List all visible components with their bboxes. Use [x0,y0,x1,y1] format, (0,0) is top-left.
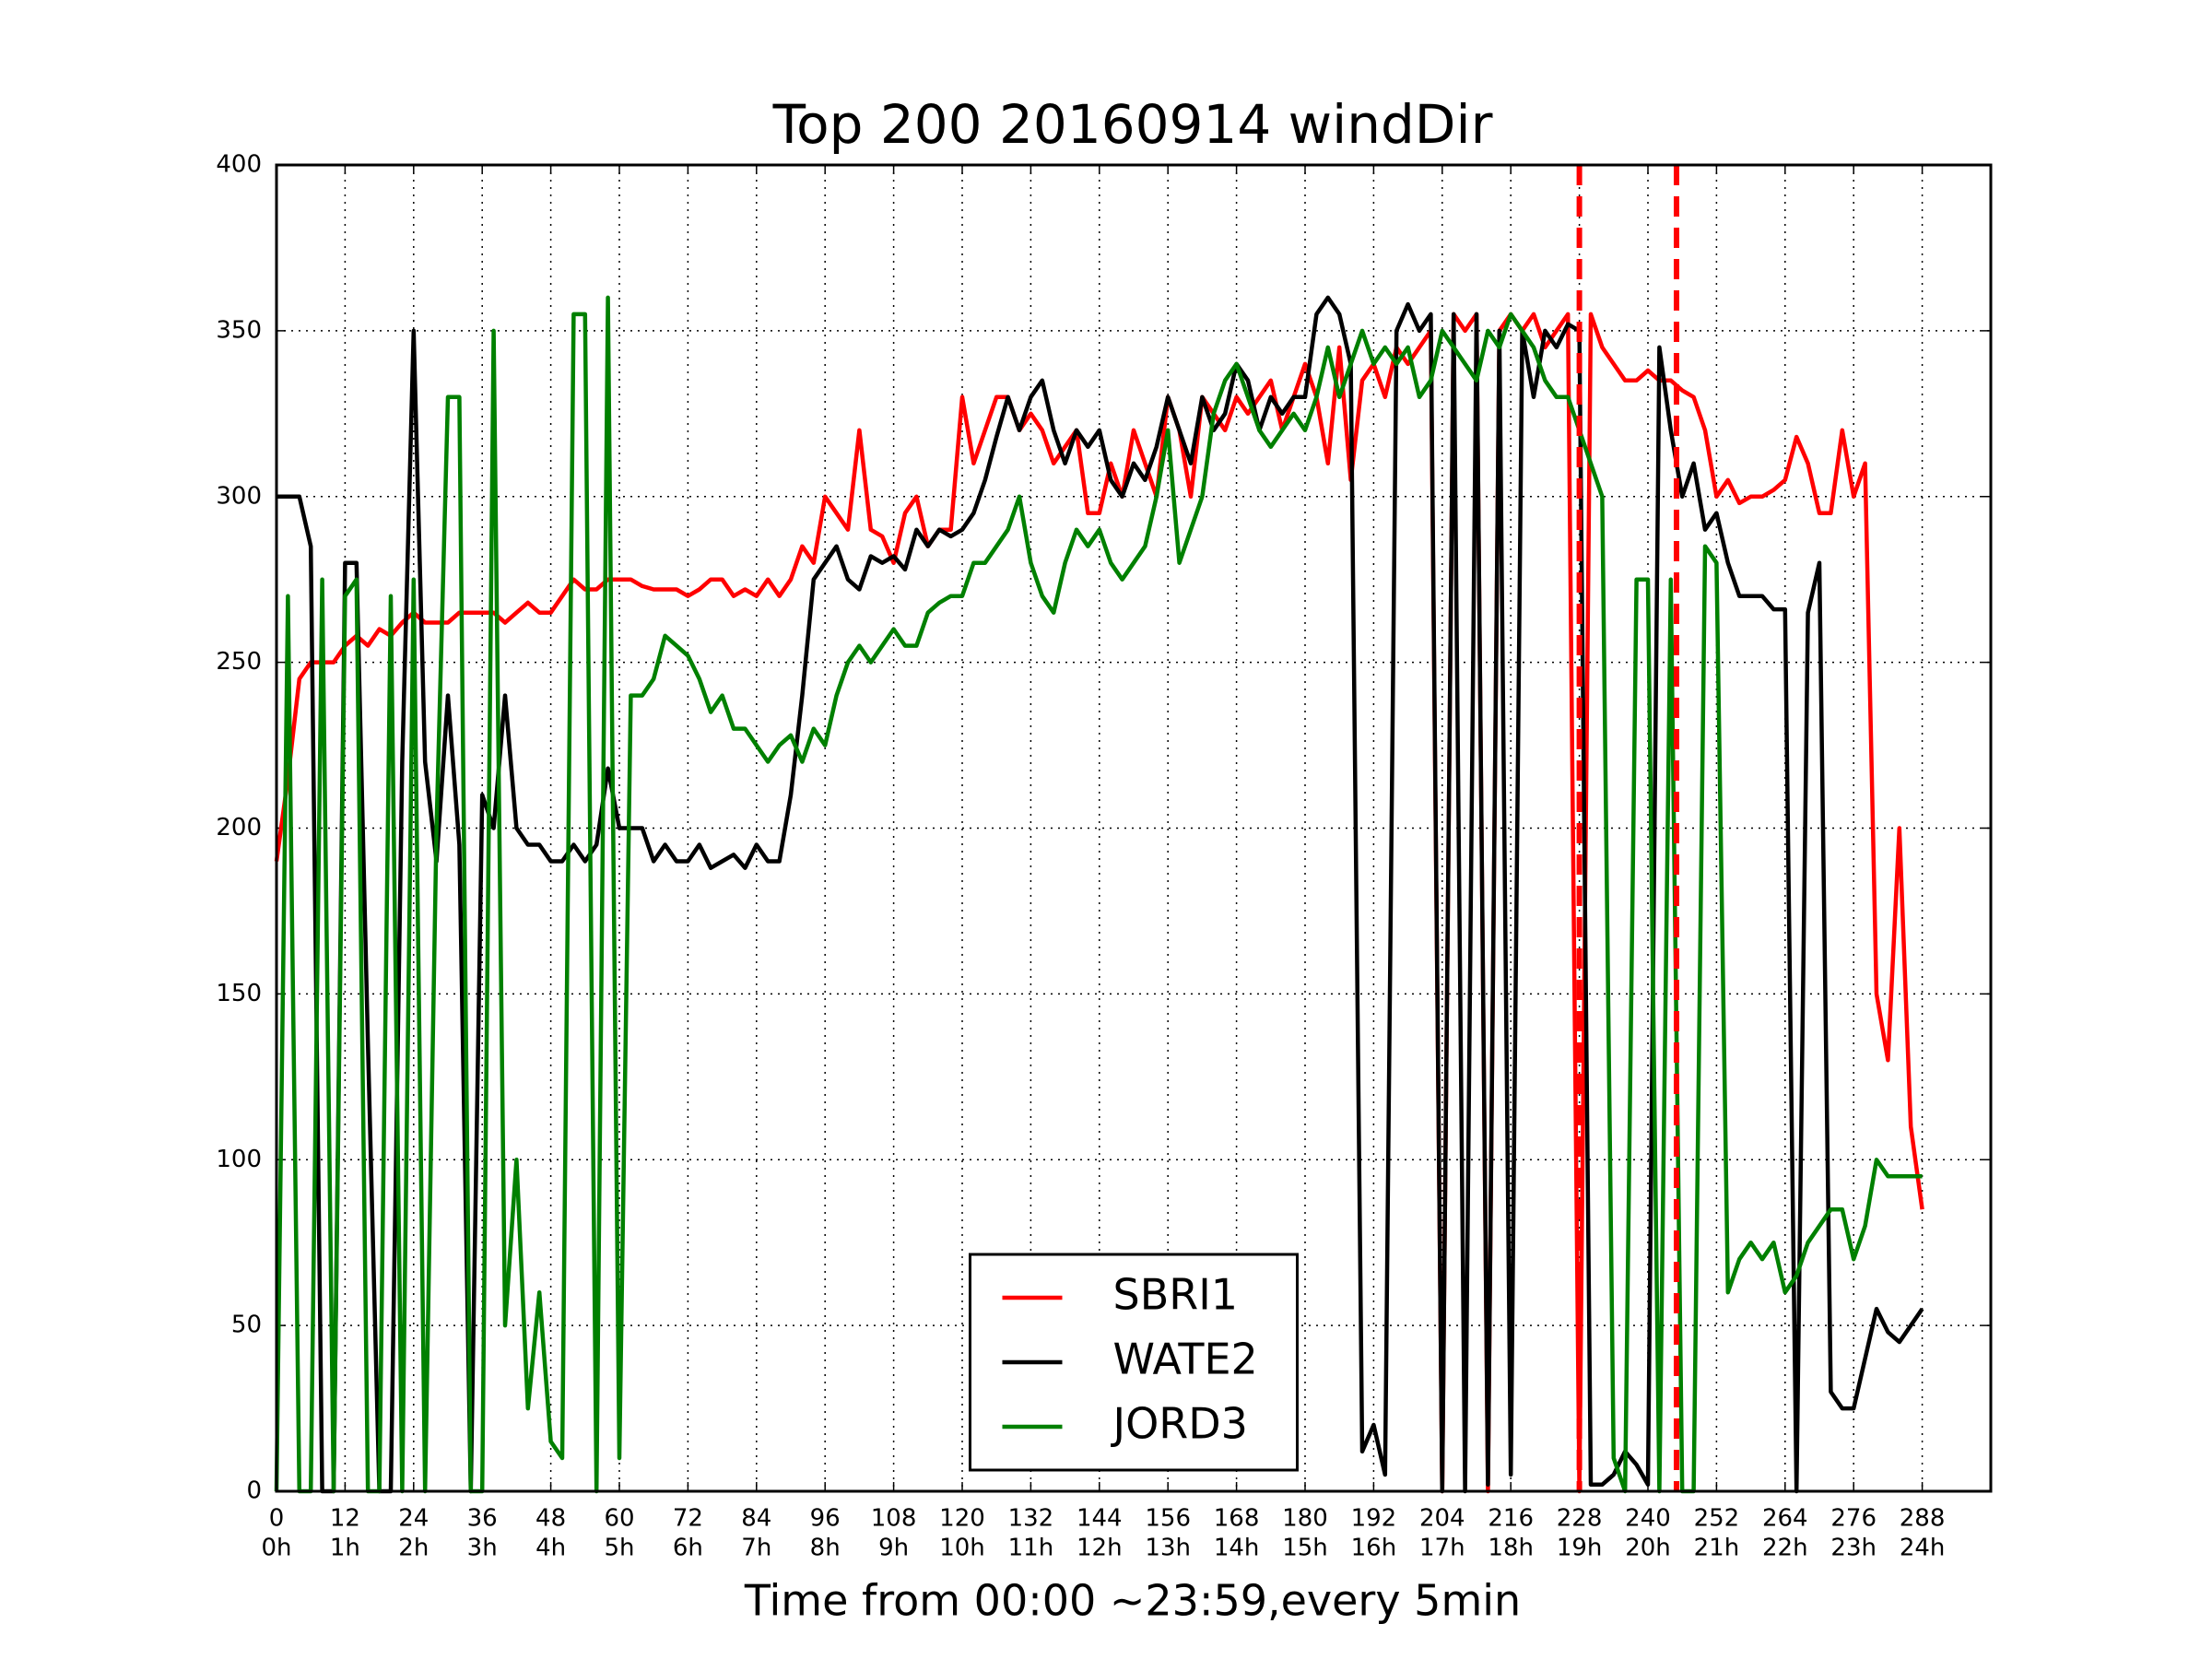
x-tick-label: 60 [604,1505,634,1533]
x-axis-label: Time from 00:00 ~23:59,every 5min [744,1576,1521,1626]
x-tick-hour-label: 15h [1282,1535,1328,1562]
x-tick-hour-label: 21h [1694,1535,1740,1562]
series-line [276,295,1924,1494]
x-tick-hour-label: 3h [467,1535,498,1562]
chart-title: Top 200 20160914 windDir [772,93,1493,156]
legend-label: WATE2 [1113,1335,1258,1384]
legend-label: SBRI1 [1113,1270,1239,1320]
series-line [274,312,1924,1494]
x-tick-label: 204 [1419,1505,1465,1533]
x-tick-hour-label: 18h [1488,1535,1534,1562]
x-tick-hour-label: 9h [878,1535,909,1562]
x-tick-hour-label: 22h [1762,1535,1808,1562]
x-tick-hour-label: 5h [604,1535,634,1562]
plot-frame [275,163,1993,1493]
y-tick-label: 50 [231,1312,262,1339]
series-line [274,295,1923,1494]
y-tick-label: 150 [216,980,262,1007]
y-tick-label: 350 [216,316,262,344]
x-tick-label: 96 [810,1505,841,1533]
y-tick-label: 100 [216,1146,262,1173]
x-tick-hour-label: 24h [1900,1535,1946,1562]
x-tick-hour-label: 6h [673,1535,703,1562]
x-tick-hour-label: 7h [741,1535,771,1562]
x-tick-label: 180 [1282,1505,1328,1533]
x-tick-label: 48 [535,1505,566,1533]
x-tick-label: 144 [1077,1505,1123,1533]
y-tick-label: 250 [216,648,262,676]
y-tick-label: 300 [216,482,262,510]
y-tick-label: 200 [216,814,262,841]
x-tick-label: 12 [330,1505,360,1533]
x-tick-hour-label: 0h [261,1535,291,1562]
x-tick-label: 192 [1351,1505,1397,1533]
x-tick-label: 84 [741,1505,771,1533]
x-tick-hour-label: 1h [330,1535,360,1562]
y-tick-label: 0 [246,1477,262,1505]
x-tick-label: 156 [1145,1505,1191,1533]
legend-label: JORD3 [1111,1399,1248,1449]
x-tick-hour-label: 12h [1077,1535,1123,1562]
x-tick-label: 288 [1900,1505,1946,1533]
x-tick-label: 252 [1694,1505,1740,1533]
x-tick-label: 276 [1830,1505,1877,1533]
x-tick-hour-label: 11h [1008,1535,1054,1562]
x-tick-label: 264 [1762,1505,1808,1533]
x-tick-hour-label: 10h [939,1535,985,1562]
x-tick-label: 36 [467,1505,498,1533]
x-tick-hour-label: 17h [1419,1535,1465,1562]
x-tick-label: 24 [398,1505,429,1533]
x-tick-label: 72 [673,1505,703,1533]
y-tick-label: 400 [216,151,262,179]
x-tick-label: 216 [1488,1505,1534,1533]
x-tick-label: 132 [1008,1505,1054,1533]
x-tick-hour-label: 2h [398,1535,429,1562]
x-tick-hour-label: 13h [1145,1535,1191,1562]
x-tick-hour-label: 23h [1830,1535,1877,1562]
x-tick-hour-label: 19h [1557,1535,1603,1562]
x-tick-hour-label: 16h [1351,1535,1397,1562]
x-tick-hour-label: 4h [535,1535,566,1562]
x-tick-label: 228 [1557,1505,1603,1533]
x-tick-hour-label: 8h [810,1535,841,1562]
x-tick-hour-label: 20h [1625,1535,1671,1562]
x-tick-label: 168 [1214,1505,1260,1533]
x-tick-label: 108 [871,1505,917,1533]
x-tick-label: 240 [1625,1505,1671,1533]
x-tick-label: 120 [939,1505,985,1533]
x-tick-hour-label: 14h [1214,1535,1260,1562]
x-tick-label: 0 [269,1505,285,1533]
